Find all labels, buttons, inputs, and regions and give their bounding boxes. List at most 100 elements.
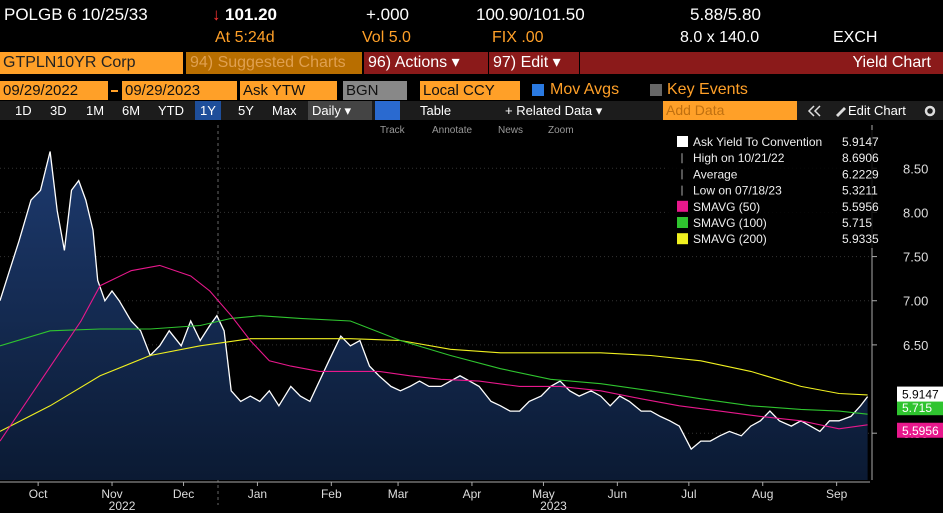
time: At 5:24d (215, 29, 275, 46)
y-tick-label: 7.00 (903, 294, 928, 309)
legend-swatch (677, 200, 688, 212)
chart-tool: Track (380, 125, 406, 136)
chart-tool: Zoom (548, 125, 574, 136)
x-tick-label: Mar (388, 487, 409, 501)
volume: Vol 5.0 (362, 29, 411, 46)
price: 101.20 (225, 5, 277, 24)
x-tick-label: Feb (321, 487, 342, 501)
pencil-icon (836, 107, 846, 117)
legend: Ask Yield To Convention 5.9147 High on 10/… (665, 130, 895, 248)
chart-tool: News (498, 125, 523, 136)
yields: 5.88/5.80 (690, 5, 761, 24)
legend-swatch (677, 136, 688, 147)
legend-value: 5.715 (842, 216, 872, 230)
view-title: Yield Chart (580, 52, 943, 74)
legend-box (665, 130, 895, 248)
legend-value: 8.6906 (842, 151, 879, 165)
y-tick-label: 7.50 (903, 250, 928, 265)
bid-ask: 100.90/101.50 (476, 5, 585, 24)
security[interactable]: GTPLN10YR Corp (0, 52, 183, 74)
period-button[interactable]: 6M (122, 103, 141, 118)
chart-tool: Annotate (432, 125, 472, 136)
line (0, 264, 868, 442)
line (0, 338, 868, 432)
period-button[interactable]: 1M (86, 103, 105, 118)
period-button[interactable]: YTD (158, 103, 184, 118)
x-tick-label: Jul (681, 487, 696, 501)
actions-menu[interactable]: 96) Actions ▾ (364, 52, 488, 74)
legend-label: Ask Yield To Convention (693, 135, 822, 149)
legend-value: 5.9335 (842, 232, 879, 246)
related-data[interactable]: + Related Data ▾ (505, 103, 603, 118)
x-tick-label: Nov (101, 487, 122, 501)
y-tick-label: 8.00 (903, 205, 928, 220)
last-value-label: 5.9147 (902, 388, 939, 402)
toolbar-icons (807, 105, 936, 117)
legend-value: 6.2229 (842, 167, 879, 181)
period-button[interactable]: 1D (15, 103, 32, 118)
suggested-charts[interactable]: 94) Suggested Charts (186, 52, 362, 74)
price-direction: ↓ (212, 5, 221, 24)
legend-label: High on 10/21/22 (693, 151, 785, 165)
collapse-icon[interactable] (807, 105, 821, 117)
x-tick-label: Dec (173, 487, 194, 501)
pricing-source[interactable]: BGN (343, 81, 407, 100)
source: EXCH (833, 29, 878, 46)
edit-menu[interactable]: 97) Edit ▾ (489, 52, 579, 74)
line (0, 151, 869, 451)
y-tick-label: 8.50 (903, 161, 928, 176)
mov-avgs-label: Mov Avgs (550, 81, 620, 98)
last-value-box (897, 422, 943, 438)
line (0, 315, 868, 415)
field[interactable]: Ask YTW (240, 81, 337, 100)
legend-swatch (677, 217, 688, 228)
frequency[interactable]: Daily ▾ (308, 101, 372, 120)
date-dash (111, 90, 118, 92)
period-button[interactable]: Max (272, 103, 297, 118)
x-tick-label: Oct (29, 487, 48, 501)
legend-label: Average (693, 167, 738, 181)
area (0, 151, 868, 480)
year-label: 2022 (109, 499, 136, 513)
x-tick-label: Sep (826, 487, 848, 501)
size: 8.0 x 140.0 (680, 29, 760, 46)
legend-value: 5.3211 (842, 184, 878, 198)
last-value-box (897, 400, 943, 416)
legend-label: SMAVG (100) (693, 216, 767, 230)
last-value-label: 5.5956 (902, 424, 939, 438)
legend-label: Low on 07/18/23 (693, 184, 782, 198)
ticker: POLGB 6 10/25/33 (4, 5, 148, 24)
x-tick-label: Aug (752, 487, 773, 501)
legend-value: 5.5956 (842, 200, 879, 214)
mov-avgs-checkbox[interactable] (532, 84, 544, 96)
period-button[interactable]: 5Y (238, 103, 254, 118)
gear-icon[interactable] (924, 105, 936, 117)
chart-icon[interactable] (375, 101, 400, 120)
change: +.000 (366, 5, 410, 24)
x-tick-label: Jun (608, 487, 627, 501)
legend-value: 5.9147 (842, 135, 879, 149)
currency[interactable]: Local CCY (420, 81, 520, 100)
x-tick-label: Apr (463, 487, 482, 501)
last-value-label: 5.715 (902, 401, 932, 415)
x-tick-label: Jan (248, 487, 267, 501)
legend-label: SMAVG (200) (693, 232, 767, 246)
period-button[interactable]: 3D (50, 103, 67, 118)
fix: FIX .00 (492, 29, 544, 46)
period-button[interactable]: 1Y (195, 101, 221, 120)
end-date[interactable]: 09/29/2023 (122, 81, 237, 100)
key-events-label: Key Events (667, 81, 748, 98)
y-tick-label: 6.50 (903, 338, 928, 353)
last-value-box (897, 386, 943, 402)
year-label: 2023 (540, 499, 567, 513)
edit-chart[interactable]: Edit Chart (848, 103, 906, 118)
table-button[interactable]: Table (420, 103, 452, 118)
key-events-checkbox[interactable] (650, 84, 662, 96)
legend-label: SMAVG (50) (693, 200, 760, 214)
chart: TrackAnnotateNewsZoom5.506.507.007.508.0… (0, 125, 943, 513)
start-date[interactable]: 09/29/2022 (0, 81, 108, 100)
x-tick-label: May (532, 487, 555, 501)
add-data[interactable]: Add Data (663, 101, 797, 120)
legend-swatch (677, 233, 688, 245)
